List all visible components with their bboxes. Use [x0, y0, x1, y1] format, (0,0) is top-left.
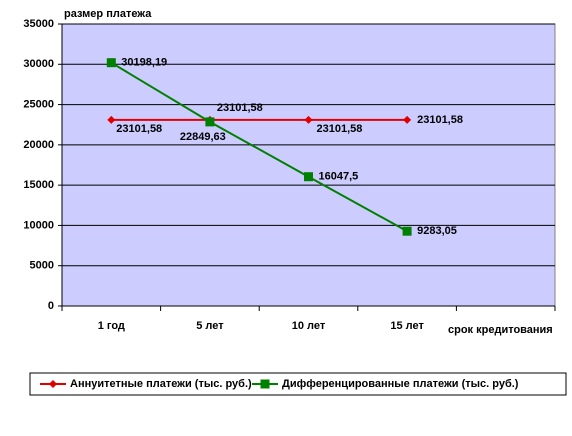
marker	[403, 115, 412, 124]
x-tick-label: 5 лет	[196, 320, 224, 332]
series-line	[110, 61, 408, 233]
marker	[106, 58, 116, 68]
data-label: 22849,63	[180, 131, 226, 143]
marker	[260, 379, 270, 389]
y-tick-label: 25000	[23, 98, 54, 110]
marker	[402, 226, 412, 236]
marker	[304, 172, 313, 182]
data-label: 23101,58	[116, 123, 162, 135]
plot-area	[61, 23, 556, 307]
marker	[304, 115, 313, 124]
marker	[205, 117, 215, 127]
legend-label: Дифференцированные платежи (тыс. руб.)	[282, 378, 519, 390]
marker	[107, 115, 116, 124]
data-label: 23101,58	[317, 123, 363, 135]
y-axis-title: размер платежа	[64, 8, 152, 20]
y-tick-label: 15000	[23, 179, 54, 191]
y-tick-label: 35000	[23, 18, 54, 30]
x-tick-label: 10 лет	[292, 320, 326, 332]
y-tick-label: 5000	[30, 260, 54, 272]
x-axis-title: срок кредитования	[448, 324, 553, 336]
y-tick-label: 30000	[23, 58, 54, 70]
data-label: 9283,05	[417, 225, 457, 237]
y-tick-label: 20000	[23, 139, 54, 151]
y-tick-label: 10000	[23, 219, 54, 231]
legend-label: Аннуитетные платежи (тыс. руб.)	[70, 378, 252, 390]
data-label: 30198,19	[121, 57, 167, 69]
x-tick-label: 15 лет	[390, 320, 424, 332]
marker	[49, 380, 57, 388]
data-label: 23101,58	[417, 114, 463, 126]
legend	[29, 372, 567, 396]
y-tick-label: 0	[48, 300, 54, 312]
data-label: 23101,58	[217, 102, 263, 114]
data-label: 16047,5	[319, 171, 359, 183]
x-tick-label: 1 год	[98, 320, 125, 332]
